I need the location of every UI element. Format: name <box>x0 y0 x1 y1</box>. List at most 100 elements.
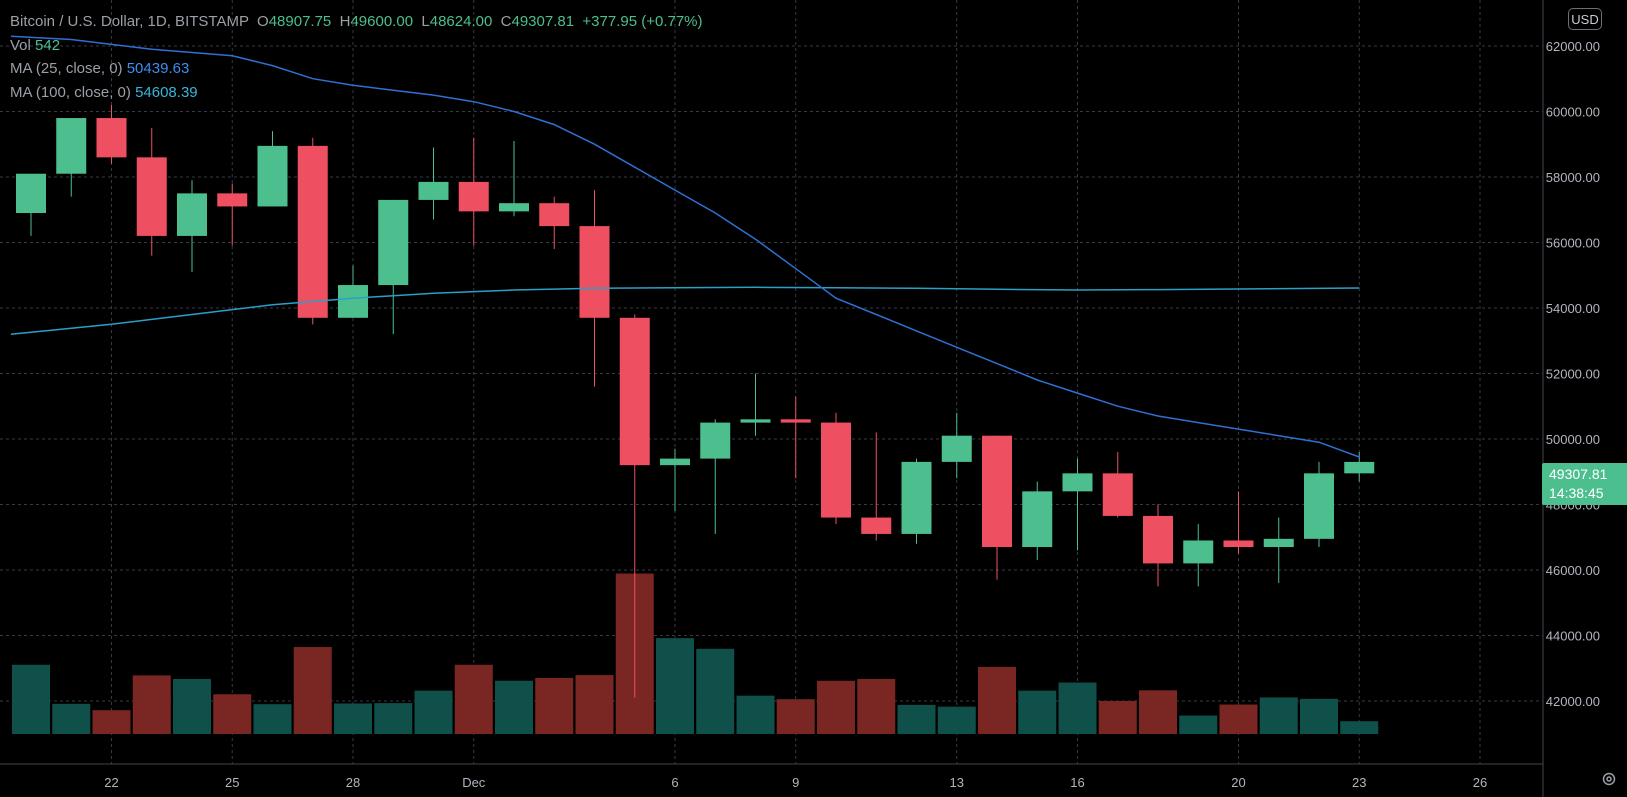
price-tick-label: 54000.00 <box>1546 301 1600 316</box>
volume-value: 542 <box>35 36 61 54</box>
volume-bar <box>132 675 171 734</box>
candle-body <box>1344 461 1375 474</box>
candle-body <box>901 461 932 534</box>
chart-grid <box>0 0 1543 764</box>
candle-body <box>821 422 851 518</box>
ma25-label: MA (25, close, 0) <box>10 60 123 77</box>
time-tick-label: 22 <box>104 775 118 790</box>
change-value: +377.95 (+0.77%) <box>582 13 703 30</box>
candle-body <box>177 193 207 236</box>
volume-bar <box>173 678 211 734</box>
open-label: O <box>257 13 269 30</box>
volume-bar <box>495 680 533 734</box>
candle-body <box>16 173 46 214</box>
open-value: 48907.75 <box>268 13 332 30</box>
time-tick-label: 9 <box>792 775 799 790</box>
volume-row[interactable]: Vol 542 <box>10 34 703 58</box>
candle-body <box>1183 540 1214 564</box>
volume-bar <box>1058 682 1097 734</box>
time-tick-label: 25 <box>225 775 239 790</box>
candle-body <box>1223 540 1254 548</box>
last-price-value: 49307.81 <box>1549 466 1608 482</box>
ma100-line <box>10 286 1360 335</box>
chart-legend: Bitcoin / U.S. Dollar, 1D, BITSTAMP O489… <box>10 10 703 104</box>
time-tick-label: 28 <box>346 775 360 790</box>
candle-body <box>579 226 610 318</box>
volume-bar <box>937 706 976 734</box>
candle-body <box>1022 491 1053 548</box>
price-tick-label: 52000.00 <box>1546 366 1600 381</box>
currency-button[interactable]: USD <box>1568 8 1602 30</box>
candle-body <box>297 145 328 318</box>
candle-body <box>257 145 288 207</box>
volume-bar <box>817 680 855 734</box>
candlesticks <box>16 104 1375 698</box>
price-tick-label: 56000.00 <box>1546 235 1600 250</box>
candle-body <box>982 435 1012 548</box>
price-tick-label: 58000.00 <box>1546 170 1600 185</box>
volume-bar <box>575 675 614 734</box>
volume-bar <box>1179 715 1218 734</box>
volume-bar <box>1340 721 1379 734</box>
volume-bar <box>334 703 372 734</box>
candle-body <box>56 118 87 174</box>
bar-countdown: 14:38:45 <box>1549 485 1604 501</box>
candle-body <box>136 157 167 236</box>
candle-body <box>700 422 731 459</box>
close-label: C <box>500 13 512 30</box>
volume-bar <box>696 648 735 734</box>
price-axis-labels: 62000.00 60000.00 58000.00 56000.00 54000.00… <box>1546 39 1600 709</box>
candle-body <box>1263 538 1294 548</box>
volume-bar <box>1018 690 1057 734</box>
time-tick-label: 6 <box>671 775 678 790</box>
time-tick-label: 13 <box>950 775 964 790</box>
ma100-label: MA (100, close, 0) <box>10 83 131 101</box>
candle-body <box>539 203 570 227</box>
ma100-row[interactable]: MA (100, close, 0) 54608.39 <box>10 81 703 105</box>
candle-body <box>1062 473 1093 492</box>
volume-bars <box>12 573 1379 734</box>
volume-bar <box>454 664 493 734</box>
candle-body <box>217 193 248 207</box>
candle-body <box>740 419 771 423</box>
volume-bar <box>535 677 574 734</box>
candle-body <box>418 181 449 200</box>
volume-bar <box>978 666 1016 734</box>
volume-bar <box>776 699 815 734</box>
volume-bar <box>213 694 252 734</box>
time-tick-label: 16 <box>1070 775 1084 790</box>
volume-bar <box>1098 700 1137 734</box>
candle-body <box>96 118 127 158</box>
volume-bar <box>12 664 50 734</box>
low-value: 48624.00 <box>429 13 493 30</box>
volume-bar <box>857 678 896 734</box>
candle-body <box>780 419 811 423</box>
candle-body <box>941 435 972 462</box>
volume-bar <box>414 690 453 734</box>
candle-body <box>458 181 489 212</box>
gear-icon[interactable] <box>1600 770 1618 788</box>
ma25-row[interactable]: MA (25, close, 0) 50439.63 <box>10 57 703 81</box>
time-tick-label: 20 <box>1231 775 1245 790</box>
volume-bar <box>1139 690 1177 734</box>
time-axis-labels: 22 25 28 Dec 6 9 13 16 20 23 26 <box>104 775 1487 790</box>
volume-label: Vol <box>10 36 31 54</box>
candle-body <box>660 458 690 466</box>
candle-body <box>619 317 650 466</box>
time-tick-label: Dec <box>462 775 486 790</box>
volume-bar <box>1300 698 1338 734</box>
ma25-line <box>10 35 1360 458</box>
volume-bar <box>1259 697 1298 734</box>
candle-body <box>1143 515 1173 564</box>
candle-body <box>861 517 892 534</box>
ohlc-row: Bitcoin / U.S. Dollar, 1D, BITSTAMP O489… <box>10 10 703 34</box>
volume-bar <box>1219 704 1258 734</box>
candle-body <box>378 199 409 286</box>
ma25-value: 50439.63 <box>126 60 190 77</box>
time-tick-label: 26 <box>1473 775 1487 790</box>
high-value: 49600.00 <box>350 13 414 30</box>
candle-body <box>499 203 529 212</box>
volume-bar <box>374 703 413 734</box>
symbol-title[interactable]: Bitcoin / U.S. Dollar, 1D, BITSTAMP <box>10 13 249 30</box>
